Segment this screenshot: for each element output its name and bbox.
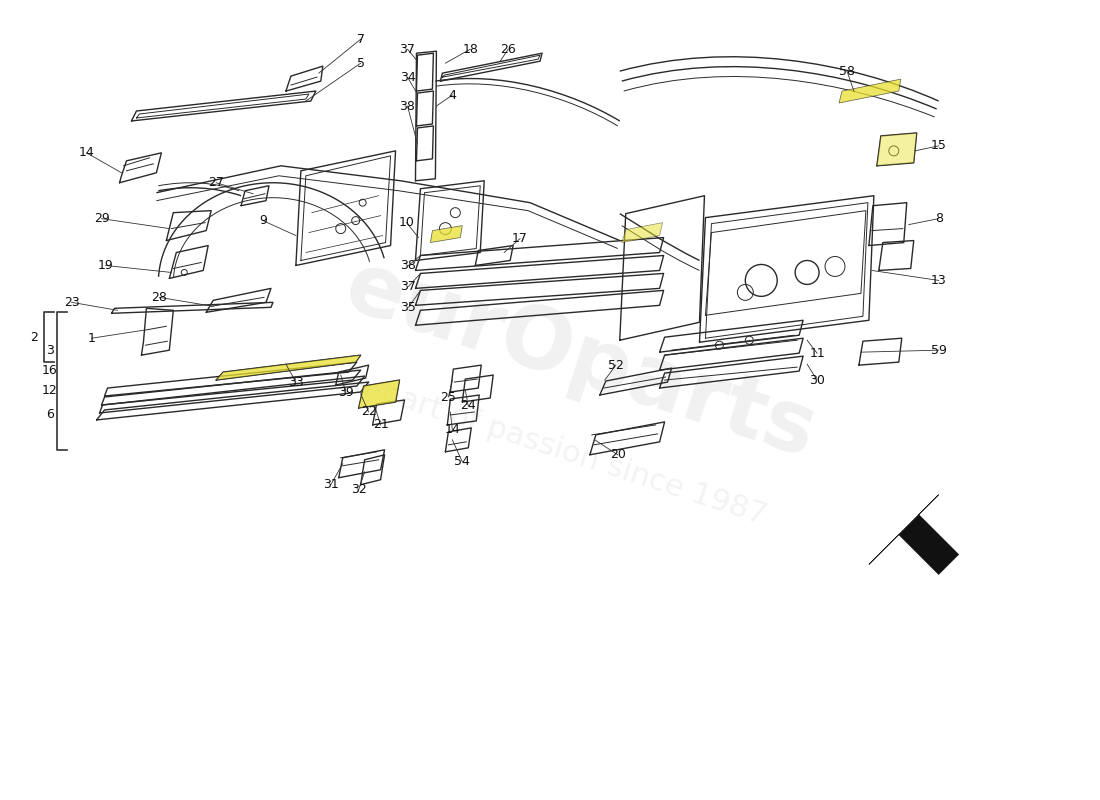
Text: 9: 9: [260, 214, 267, 227]
Text: 26: 26: [500, 42, 516, 56]
Text: 27: 27: [208, 176, 224, 190]
Polygon shape: [217, 355, 361, 380]
Text: 28: 28: [152, 291, 167, 304]
Text: 2: 2: [30, 330, 37, 344]
Text: 31: 31: [323, 478, 339, 491]
Text: 23: 23: [64, 296, 79, 309]
Text: 4: 4: [449, 89, 456, 102]
Text: 17: 17: [513, 232, 528, 245]
Polygon shape: [869, 494, 958, 574]
Text: 22: 22: [361, 406, 376, 418]
Text: 39: 39: [338, 386, 353, 398]
Text: 18: 18: [462, 42, 478, 56]
Text: 52: 52: [608, 358, 624, 372]
Text: 11: 11: [810, 346, 825, 360]
Text: 14: 14: [79, 146, 95, 159]
Text: 13: 13: [931, 274, 946, 287]
Text: 3: 3: [46, 344, 54, 357]
Text: 19: 19: [98, 259, 113, 272]
Text: 54: 54: [454, 455, 470, 468]
Text: 58: 58: [839, 65, 855, 78]
Text: 29: 29: [94, 212, 109, 225]
Polygon shape: [877, 133, 916, 166]
Text: 6: 6: [46, 409, 54, 422]
Polygon shape: [621, 222, 662, 242]
Polygon shape: [839, 79, 901, 103]
Text: 12: 12: [42, 383, 57, 397]
Text: 20: 20: [609, 448, 626, 462]
Polygon shape: [430, 226, 462, 242]
Text: 1: 1: [88, 332, 96, 345]
Text: 24: 24: [461, 399, 476, 413]
Text: 37: 37: [399, 42, 416, 56]
Text: 37: 37: [400, 280, 417, 293]
Text: 30: 30: [810, 374, 825, 386]
Text: a part of passion since 1987: a part of passion since 1987: [350, 369, 770, 530]
Polygon shape: [359, 380, 399, 408]
Text: 16: 16: [42, 364, 57, 377]
Text: eurOparts: eurOparts: [334, 245, 826, 475]
Text: 59: 59: [931, 344, 947, 357]
Text: 7: 7: [356, 33, 365, 46]
Text: 14: 14: [444, 423, 460, 436]
Text: 5: 5: [356, 57, 365, 70]
Text: 32: 32: [351, 483, 366, 496]
Text: 8: 8: [935, 212, 943, 225]
Text: 38: 38: [399, 99, 416, 113]
Text: 35: 35: [400, 301, 417, 314]
Text: 34: 34: [399, 70, 416, 84]
Text: 15: 15: [931, 139, 947, 152]
Text: 21: 21: [373, 418, 388, 431]
Text: 33: 33: [288, 375, 304, 389]
Text: 38: 38: [400, 259, 417, 272]
Text: 25: 25: [440, 390, 456, 403]
Text: 10: 10: [398, 216, 415, 229]
